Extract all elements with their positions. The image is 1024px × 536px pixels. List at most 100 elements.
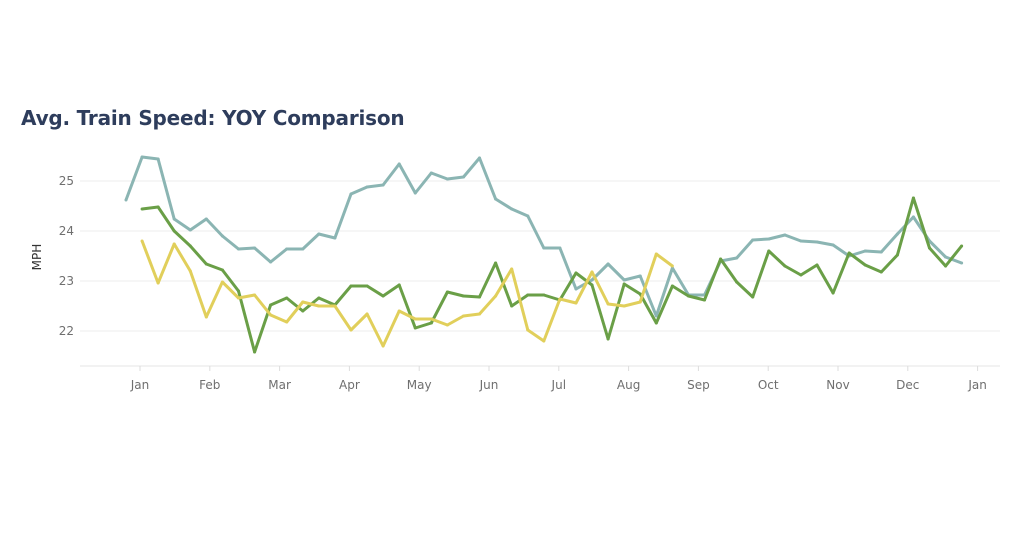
data-point[interactable] [220, 268, 224, 272]
data-point[interactable] [542, 246, 546, 250]
data-point[interactable] [751, 295, 755, 299]
data-point[interactable] [510, 304, 514, 308]
data-point[interactable] [815, 263, 819, 267]
data-point[interactable] [574, 287, 578, 291]
data-point[interactable] [188, 244, 192, 248]
data-point[interactable] [558, 246, 562, 250]
data-point[interactable] [317, 304, 321, 308]
data-point[interactable] [172, 217, 176, 221]
data-point[interactable] [831, 291, 835, 295]
data-point[interactable] [301, 247, 305, 251]
data-point[interactable] [510, 267, 514, 271]
data-point[interactable] [397, 309, 401, 313]
data-point[interactable] [654, 321, 658, 325]
data-point[interactable] [719, 257, 723, 261]
data-point[interactable] [622, 278, 626, 282]
data-point[interactable] [783, 233, 787, 237]
data-point[interactable] [333, 236, 337, 240]
data-point[interactable] [301, 309, 305, 313]
data-point[interactable] [574, 301, 578, 305]
data-point[interactable] [429, 317, 433, 321]
data-point[interactable] [574, 271, 578, 275]
data-point[interactable] [172, 242, 176, 246]
data-point[interactable] [911, 215, 915, 219]
data-point[interactable] [124, 198, 128, 202]
data-point[interactable] [381, 294, 385, 298]
data-point[interactable] [670, 264, 674, 268]
data-point[interactable] [413, 326, 417, 330]
data-point[interactable] [236, 296, 240, 300]
data-point[interactable] [606, 302, 610, 306]
data-point[interactable] [494, 261, 498, 265]
data-point[interactable] [815, 240, 819, 244]
data-point[interactable] [494, 197, 498, 201]
data-point[interactable] [606, 262, 610, 266]
data-point[interactable] [140, 207, 144, 211]
data-point[interactable] [269, 260, 273, 264]
data-point[interactable] [461, 294, 465, 298]
data-point[interactable] [622, 282, 626, 286]
data-point[interactable] [188, 228, 192, 232]
data-point[interactable] [590, 278, 594, 282]
data-point[interactable] [445, 323, 449, 327]
data-point[interactable] [590, 270, 594, 274]
data-point[interactable] [156, 281, 160, 285]
data-point[interactable] [413, 317, 417, 321]
data-point[interactable] [542, 339, 546, 343]
data-point[interactable] [799, 273, 803, 277]
data-point[interactable] [365, 284, 369, 288]
data-point[interactable] [365, 312, 369, 316]
data-point[interactable] [220, 234, 224, 238]
data-point[interactable] [654, 252, 658, 256]
data-point[interactable] [349, 192, 353, 196]
data-point[interactable] [847, 251, 851, 255]
data-point[interactable] [686, 294, 690, 298]
data-point[interactable] [461, 314, 465, 318]
data-point[interactable] [944, 255, 948, 259]
data-point[interactable] [269, 303, 273, 307]
data-point[interactable] [670, 284, 674, 288]
data-point[interactable] [156, 157, 160, 161]
data-point[interactable] [445, 290, 449, 294]
data-point[interactable] [253, 293, 257, 297]
data-point[interactable] [510, 207, 514, 211]
data-point[interactable] [799, 239, 803, 243]
data-point[interactable] [204, 217, 208, 221]
data-point[interactable] [783, 264, 787, 268]
data-point[interactable] [751, 238, 755, 242]
data-point[interactable] [735, 256, 739, 260]
data-point[interactable] [606, 337, 610, 341]
data-point[interactable] [895, 253, 899, 257]
data-point[interactable] [831, 243, 835, 247]
data-point[interactable] [928, 246, 931, 250]
data-point[interactable] [478, 295, 482, 299]
data-point[interactable] [478, 312, 482, 316]
data-point[interactable] [333, 304, 337, 308]
data-point[interactable] [429, 171, 433, 175]
data-point[interactable] [365, 185, 369, 189]
data-point[interactable] [253, 246, 257, 250]
data-point[interactable] [413, 191, 417, 195]
data-point[interactable] [654, 314, 658, 318]
data-point[interactable] [285, 320, 289, 324]
data-point[interactable] [172, 229, 176, 233]
data-point[interactable] [735, 280, 739, 284]
data-point[interactable] [526, 293, 530, 297]
data-point[interactable] [526, 328, 530, 332]
data-point[interactable] [960, 261, 964, 265]
data-point[interactable] [317, 296, 321, 300]
data-point[interactable] [879, 270, 883, 274]
data-point[interactable] [461, 175, 465, 179]
data-point[interactable] [285, 296, 289, 300]
data-point[interactable] [236, 289, 240, 293]
data-point[interactable] [944, 264, 948, 268]
data-point[interactable] [349, 328, 353, 332]
data-point[interactable] [397, 283, 401, 287]
data-point[interactable] [960, 244, 964, 248]
data-point[interactable] [156, 205, 160, 209]
data-point[interactable] [253, 350, 257, 354]
data-point[interactable] [381, 183, 385, 187]
data-point[interactable] [445, 177, 449, 181]
data-point[interactable] [911, 196, 915, 200]
data-point[interactable] [767, 249, 771, 253]
